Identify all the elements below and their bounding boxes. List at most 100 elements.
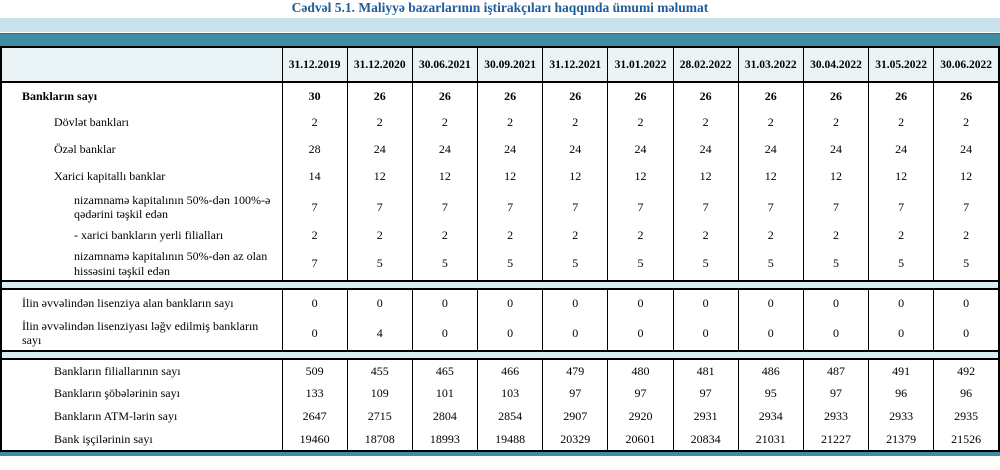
separator-body [1,350,999,360]
cell-value: 26 [672,82,739,109]
cell-value: 0 [737,289,804,316]
cell-value: 21227 [802,428,869,451]
cell-value: 7 [672,190,739,224]
cell-value: 2935 [933,405,999,428]
cell-value: 5 [737,247,804,281]
table-row: Dövlət bankları 2 2 2 2 2 2 2 2 2 2 2 [1,109,999,136]
cell-value: 24 [868,136,934,163]
cell-value: 0 [477,289,543,316]
cell-value: 2933 [802,405,869,428]
cell-value: 7 [542,190,608,224]
cell-value: 0 [542,316,608,351]
row-label: Bank işçilərinin sayı [54,431,153,446]
cell-value: 24 [737,136,804,163]
cell-value: 103 [477,382,543,405]
cell-value: 7 [281,247,348,281]
table-title: Cədvəl 5.1. Maliyyə bazarlarının iştirak… [291,0,709,15]
cell-value: 2 [737,224,804,247]
cell-value: 481 [672,359,739,382]
cell-value: 2 [868,109,934,136]
cell-value: 7 [737,190,804,224]
table-row: İlin əvvəlindən lisenziya alan bankların… [1,289,999,316]
cell-value: 12 [868,163,934,190]
header-row: 31.12.2019 31.12.2020 30.06.2021 30.09.2021… [1,47,999,82]
cell-value: 0 [672,289,739,316]
row-label: nizamnamə kapitalının 50%-dən az olan hi… [74,249,268,278]
cell-value: 2933 [868,405,934,428]
row-label: Bankların filiallarının sayı [54,363,181,378]
section-separator [1,350,999,360]
cell-value: 2907 [542,405,608,428]
cell-value: 12 [542,163,608,190]
cell-value: 2 [411,224,478,247]
table-header: 31.12.2019 31.12.2020 30.06.2021 30.09.2021… [1,47,999,82]
cell-value: 5 [933,247,999,281]
column-header: 31.03.2022 [737,47,804,82]
cell-value: 2 [281,109,348,136]
cell-value: 2931 [672,405,739,428]
cell-value: 2 [477,224,543,247]
cell-value: 0 [542,289,608,316]
cell-value: 7 [477,190,543,224]
table-row: Bankların ATM-lərin sayı 2647 2715 2804 2854… [1,405,999,428]
bottom-strip [0,452,1000,456]
cell-value: 21526 [933,428,999,451]
column-header: 30.04.2022 [802,47,869,82]
cell-value: 19460 [281,428,348,451]
cell-value: 26 [346,82,413,109]
separator-body [1,280,999,290]
cell-value: 101 [411,382,478,405]
cell-value: 0 [802,316,869,351]
cell-value: 28 [281,136,348,163]
table-row: Bankların filiallarının sayı 509 455 465 466… [1,359,999,382]
cell-value: 480 [607,359,674,382]
column-header: 31.12.2020 [346,47,413,82]
cell-value: 12 [477,163,543,190]
table-row: - xarici bankların yerli filialları 2 2 2 2 2… [1,224,999,247]
cell-value: 2715 [346,405,413,428]
cell-value: 479 [542,359,608,382]
cell-value: 95 [737,382,804,405]
cell-value: 97 [607,382,674,405]
row-label: Özəl banklar [54,142,116,157]
cell-value: 26 [477,82,543,109]
cell-value: 2 [346,109,413,136]
cell-value: 2 [672,224,739,247]
cell-value: 487 [802,359,869,382]
cell-value: 0 [868,316,934,351]
column-header: 30.09.2021 [477,47,543,82]
cell-value: 5 [411,247,478,281]
cell-value: 2 [607,224,674,247]
cell-value: 455 [346,359,413,382]
cell-value: 2647 [281,405,348,428]
row-label: Xarici kapitallı banklar [54,169,166,184]
cell-value: 18993 [411,428,478,451]
cell-value: 7 [607,190,674,224]
cell-value: 109 [346,382,413,405]
cell-value: 0 [411,316,478,351]
cell-value: 0 [346,289,413,316]
table-row: Özəl banklar 28 24 24 24 24 24 24 24 24 24 24 [1,136,999,163]
table-row: Bankların sayı 30 26 26 26 26 26 26 26 26 26 26 [1,82,999,109]
cell-value: 96 [933,382,999,405]
cell-value: 7 [802,190,869,224]
cell-value: 0 [411,289,478,316]
table-row: İlin əvvəlindən lisenziyası ləğv edilmiş… [1,316,999,351]
cell-value: 30 [281,82,348,109]
cell-value: 7 [281,190,348,224]
cell-value: 7 [411,190,478,224]
row-label: Dövlət bankları [54,115,129,130]
cell-value: 2 [281,224,348,247]
cell-value: 2 [672,109,739,136]
cell-value: 133 [281,382,348,405]
cell-value: 2 [737,109,804,136]
column-header: 31.12.2021 [542,47,608,82]
cell-value: 19488 [477,428,543,451]
cell-value: 24 [542,136,608,163]
cell-value: 5 [542,247,608,281]
cell-value: 20834 [672,428,739,451]
cell-value: 0 [607,316,674,351]
cell-value: 5 [672,247,739,281]
cell-value: 0 [607,289,674,316]
cell-value: 2 [868,224,934,247]
